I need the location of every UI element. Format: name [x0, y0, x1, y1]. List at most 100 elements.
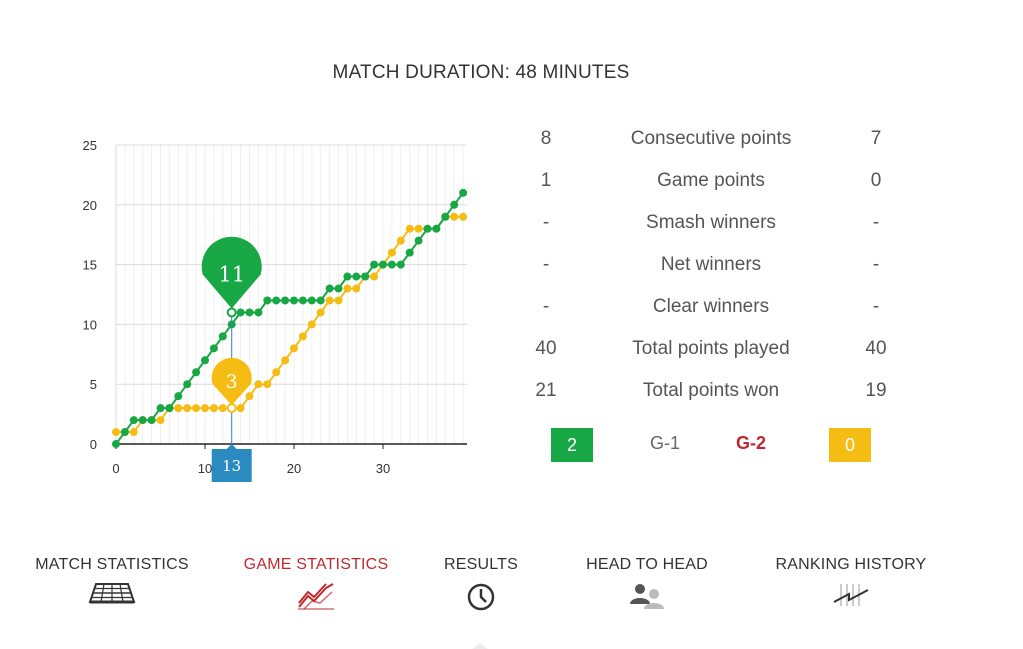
game-2-tab[interactable]: G-2 [736, 433, 767, 453]
stat-label: Net winners [660, 254, 762, 275]
data-point [192, 404, 201, 413]
game-1-tab[interactable]: G-1 [650, 433, 681, 453]
data-point [120, 428, 129, 437]
data-point [290, 296, 298, 305]
data-point [307, 320, 316, 329]
y-tick-label: 20 [83, 198, 97, 213]
data-point [218, 404, 227, 413]
data-point [352, 272, 361, 281]
nav-label: RANKING HISTORY [775, 556, 927, 573]
data-point [201, 356, 209, 365]
data-point [209, 404, 218, 413]
match-duration-title: MATCH DURATION: 48 MINUTES [332, 62, 630, 83]
tooltip-green-value: 11 [218, 262, 245, 286]
nav-head-to-head[interactable]: HEAD TO HEAD [582, 556, 712, 610]
stat-right-value: 7 [870, 128, 882, 149]
stat-right-value: - [872, 212, 880, 233]
y-tick-label: 5 [90, 377, 97, 392]
data-point [316, 296, 325, 305]
data-point [272, 368, 281, 377]
data-point [174, 404, 183, 413]
clock-icon [467, 583, 495, 611]
data-point [423, 224, 432, 233]
stat-left-value: 8 [540, 128, 552, 149]
data-point [129, 416, 138, 425]
game-progress-chart: 0 5 10 15 20 25 0 10 20 30 11 3 13 [83, 138, 468, 482]
stat-right-value: - [872, 296, 880, 317]
tooltip-bubble-yellow [211, 357, 252, 406]
x-tick-label: 30 [376, 461, 390, 476]
data-point [325, 296, 334, 305]
data-point [236, 404, 245, 413]
x-tick-label: 20 [287, 461, 301, 476]
nav-game-statistics[interactable]: GAME STATISTICS [236, 556, 396, 610]
tooltip-x-value: 13 [222, 457, 241, 475]
data-point [254, 380, 263, 389]
data-point [414, 224, 423, 233]
stat-right-value: 0 [870, 170, 882, 191]
data-point [450, 212, 459, 221]
ranking-icon [833, 584, 869, 606]
stat-row: - Smash winners - [512, 212, 912, 242]
player1-games-badge: 2 [551, 428, 593, 462]
nav-results[interactable]: RESULTS [441, 556, 521, 612]
data-point [405, 248, 414, 257]
data-point [379, 260, 387, 269]
data-point [138, 416, 147, 425]
stat-row: 21 Total points won 19 [512, 380, 912, 410]
data-point [263, 380, 272, 389]
data-point [387, 260, 396, 269]
data-point [352, 284, 361, 293]
data-point [112, 440, 120, 448]
nav-match-statistics[interactable]: MATCH STATISTICS [32, 556, 192, 604]
y-tick-label: 10 [83, 317, 97, 332]
data-point [334, 296, 343, 305]
data-point [156, 404, 165, 413]
stat-label: Total points won [642, 380, 780, 401]
data-point [307, 296, 316, 305]
stat-left-value: - [542, 254, 550, 275]
data-point [298, 332, 307, 341]
data-point [245, 392, 254, 401]
data-point [209, 344, 218, 353]
data-point [192, 368, 201, 377]
data-point [165, 404, 174, 413]
stat-right-value: 19 [865, 380, 887, 401]
series-line [116, 215, 464, 434]
data-point [361, 272, 370, 281]
scroll-indicator [472, 643, 488, 649]
data-point [281, 296, 290, 305]
y-tick-label: 25 [83, 138, 97, 153]
data-point [263, 296, 272, 305]
court-icon [88, 583, 136, 604]
data-point [405, 224, 414, 233]
data-point [290, 344, 298, 353]
game-selector: 2 G-1 G-2 0 [512, 428, 912, 462]
data-point [334, 284, 343, 293]
data-point [183, 404, 192, 413]
stat-label: Consecutive points [630, 128, 792, 149]
highlight-point-green [226, 307, 237, 318]
data-point [272, 296, 281, 305]
stat-label: Total points played [632, 338, 790, 359]
stat-left-value: 1 [540, 170, 552, 191]
stat-right-value: - [872, 254, 880, 275]
data-point [254, 308, 263, 317]
series-line [115, 192, 464, 445]
stat-left-value: 40 [535, 338, 557, 359]
data-point [156, 416, 165, 425]
stat-label: Smash winners [646, 212, 776, 233]
y-tick-label: 0 [90, 437, 97, 452]
data-point [174, 392, 183, 401]
nav-ranking-history[interactable]: RANKING HISTORY [771, 556, 931, 608]
stat-row: - Net winners - [512, 254, 912, 284]
stat-label: Game points [657, 170, 765, 191]
data-point [325, 284, 334, 293]
nav-label: MATCH STATISTICS [35, 556, 189, 573]
data-point [343, 284, 352, 293]
data-point [387, 248, 396, 257]
stat-left-value: - [542, 296, 550, 317]
x-tick-label: 0 [112, 461, 119, 476]
data-point [281, 356, 290, 365]
stat-row: - Clear winners - [512, 296, 912, 326]
